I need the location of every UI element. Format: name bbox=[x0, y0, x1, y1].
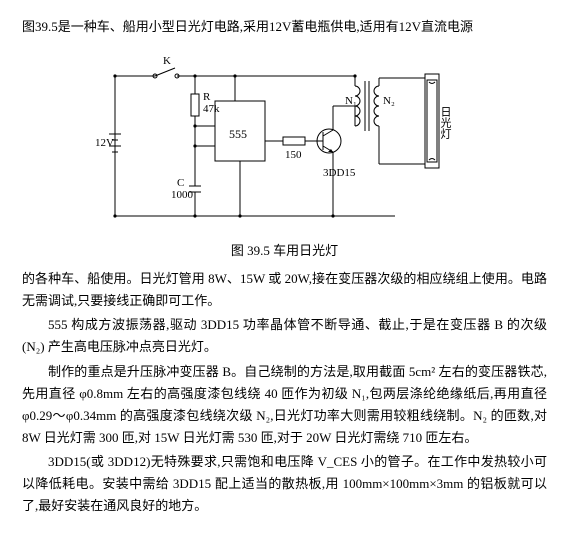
intro-text: 图39.5是一种车、船用小型日光灯电路,采用12V蓄电瓶供电,适用有12V直流电… bbox=[22, 16, 547, 38]
svg-text:日光灯: 日光灯 bbox=[439, 106, 452, 139]
svg-text:3DD15: 3DD15 bbox=[323, 167, 356, 179]
figure-caption: 图 39.5 车用日光灯 bbox=[22, 240, 547, 262]
svg-text:1000: 1000 bbox=[171, 189, 194, 201]
svg-text:12V: 12V bbox=[95, 137, 114, 149]
svg-text:47k: 47k bbox=[203, 103, 220, 115]
svg-text:C: C bbox=[177, 177, 184, 189]
svg-text:K: K bbox=[163, 55, 171, 67]
paragraph-1: 的各种车、船使用。日光灯管用 8W、15W 或 20W,接在变压器次级的相应绕组… bbox=[22, 268, 547, 312]
paragraph-3: 制作的重点是升压脉冲变压器 B。自己绕制的方法是,取用截面 5cm² 左右的变压… bbox=[22, 361, 547, 449]
svg-text:N₁: N₁ bbox=[345, 95, 357, 107]
svg-text:555: 555 bbox=[229, 127, 247, 141]
svg-text:150: 150 bbox=[285, 149, 302, 161]
svg-text:R: R bbox=[203, 91, 211, 103]
circuit-figure: 12V K R47k 555 C1000 150 3DD15 N₁ N₂ 日光灯 bbox=[95, 46, 475, 236]
paragraph-2: 555 构成方波振荡器,驱动 3DD15 功率晶体管不断导通、截止,于是在变压器… bbox=[22, 314, 547, 358]
svg-text:N₂: N₂ bbox=[383, 95, 395, 107]
paragraph-4: 3DD15(或 3DD12)无特殊要求,只需饱和电压降 V_CES 小的管子。在… bbox=[22, 451, 547, 517]
circuit-diagram: 12V K R47k 555 C1000 150 3DD15 N₁ N₂ 日光灯 bbox=[95, 46, 475, 236]
